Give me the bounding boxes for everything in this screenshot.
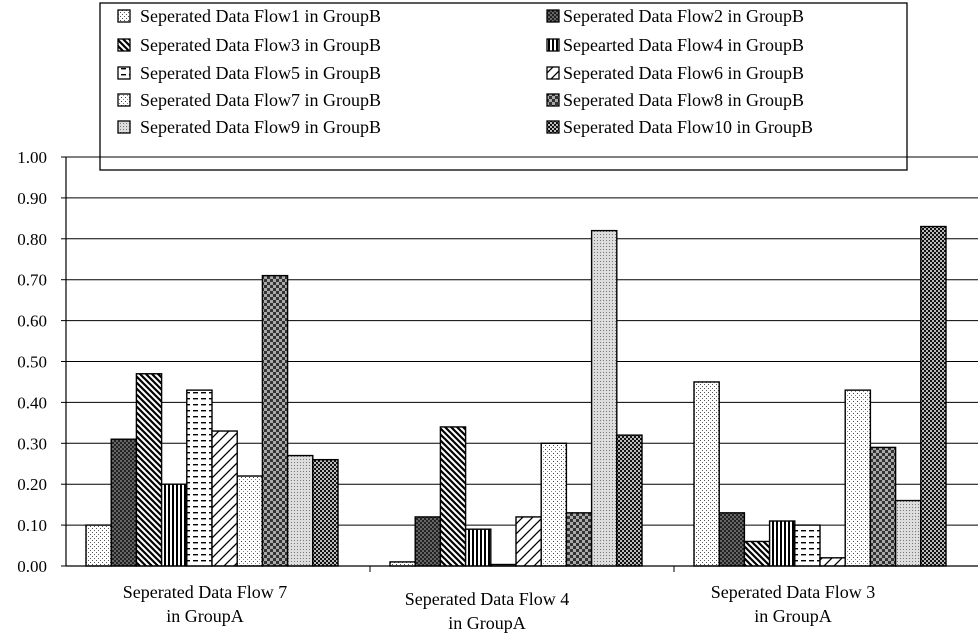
y-tick-label: 0.10 — [17, 516, 47, 535]
legend-label: Seperated Data Flow7 in GroupB — [140, 90, 381, 110]
bar-series6-cat1 — [211, 430, 238, 567]
y-axis-ticks: 0.00 0.10 0.20 0.30 0.40 0.50 0.60 0.70 0.80 0.90… — [17, 148, 66, 576]
legend-label: Sepearted Data Flow4 in GroupB — [563, 35, 804, 55]
bar-series5-cat1 — [186, 389, 213, 567]
legend-label: Seperated Data Flow10 in GroupB — [563, 117, 813, 137]
legend-swatch — [546, 9, 560, 23]
y-tick-label: 0.20 — [17, 475, 47, 494]
bar-series1-cat2 — [389, 561, 416, 567]
y-tick-label: 0.80 — [17, 230, 47, 249]
y-tick-label: 0.00 — [17, 557, 47, 576]
bar-series7-cat2 — [540, 442, 568, 567]
bar-series1-cat3 — [693, 381, 720, 567]
bar-series8-cat3 — [869, 446, 897, 567]
bar-series4-cat1 — [160, 483, 188, 567]
bar-series9-cat1 — [286, 454, 314, 567]
bar-series3-cat2 — [439, 426, 467, 567]
bar-series6-cat2 — [515, 516, 542, 567]
legend-label: Seperated Data Flow9 in GroupB — [140, 117, 381, 137]
bar-series6-cat3 — [819, 557, 846, 567]
bars — [85, 225, 947, 567]
category-label: in GroupA — [448, 613, 526, 633]
category-label: Seperated Data Flow 7 — [123, 582, 287, 602]
bar-series7-cat1 — [236, 475, 264, 567]
y-tick-label: 1.00 — [17, 148, 47, 167]
legend-swatch — [546, 93, 560, 107]
legend-swatch — [117, 120, 131, 134]
y-tick-label: 0.30 — [17, 434, 47, 453]
legend-label: Seperated Data Flow3 in GroupB — [140, 35, 381, 55]
bar-series1-cat1 — [85, 524, 112, 567]
y-tick-label: 0.50 — [17, 353, 47, 372]
bar-series10-cat2 — [616, 434, 643, 567]
y-tick-label: 0.70 — [17, 271, 47, 290]
bar-series5-cat3 — [794, 524, 821, 567]
bar-series2-cat3 — [718, 512, 746, 567]
bar-series4-cat2 — [464, 528, 492, 567]
y-tick-label: 0.40 — [17, 393, 47, 412]
legend-swatch — [117, 9, 131, 23]
y-tick-label: 0.90 — [17, 189, 47, 208]
legend: Seperated Data Flow1 in GroupB Seperated … — [99, 2, 908, 171]
bar-series9-cat2 — [590, 229, 618, 567]
x-axis-categories: Seperated Data Flow 7 in GroupA Seperated … — [123, 566, 875, 633]
bar-series10-cat3 — [920, 225, 947, 567]
bar-series10-cat1 — [312, 458, 339, 567]
legend-label: Seperated Data Flow1 in GroupB — [140, 6, 381, 26]
bar-series2-cat2 — [414, 516, 442, 567]
category-label: in GroupA — [166, 606, 244, 626]
y-tick-label: 0.60 — [17, 312, 47, 331]
legend-label: Seperated Data Flow8 in GroupB — [563, 90, 804, 110]
bar-series3-cat3 — [743, 540, 771, 567]
legend-swatch — [117, 38, 131, 52]
bar-series7-cat3 — [844, 389, 872, 567]
legend-swatch — [117, 66, 131, 80]
legend-swatch — [546, 38, 560, 52]
bar-series3-cat1 — [135, 373, 163, 567]
legend-label: Seperated Data Flow5 in GroupB — [140, 63, 381, 83]
legend-label: Seperated Data Flow2 in GroupB — [563, 6, 804, 26]
category-label: in GroupA — [754, 606, 832, 626]
bar-series9-cat3 — [894, 499, 922, 567]
legend-frame — [99, 2, 908, 171]
category-label: Seperated Data Flow 4 — [405, 589, 569, 609]
legend-label: Seperated Data Flow6 in GroupB — [563, 63, 804, 83]
bar-series8-cat2 — [565, 512, 593, 567]
bar-series4-cat3 — [768, 520, 796, 567]
bar-series2-cat1 — [110, 438, 138, 567]
category-label: Seperated Data Flow 3 — [711, 582, 875, 602]
legend-swatch — [117, 93, 131, 107]
legend-swatch — [546, 120, 560, 134]
bar-series8-cat1 — [261, 274, 289, 567]
legend-swatch — [546, 66, 560, 80]
